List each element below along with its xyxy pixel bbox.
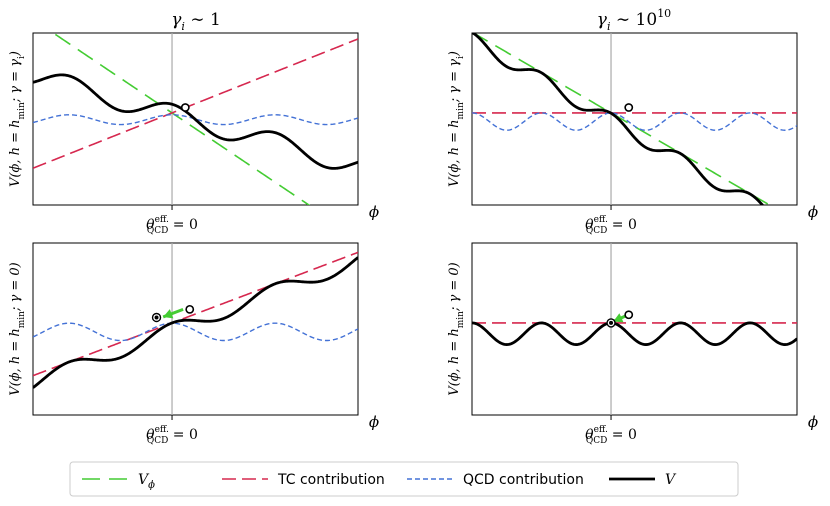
panel-bottom-left: V(ϕ, h = hmin; γ = 0) ϕ θeff. QCD = 0: [8, 242, 379, 446]
theta-tick-label: θeff. QCD = 0: [146, 215, 198, 236]
theta-tick-label: θeff. QCD = 0: [146, 425, 198, 446]
y-axis-label: V(ϕ, h = hmin; γ = γi): [447, 51, 466, 187]
legend-frame: [69, 461, 739, 497]
relaxation-arrow-head: [613, 313, 624, 323]
curve-v: [472, 33, 765, 205]
x-axis-label: ϕ: [369, 203, 379, 221]
legend-label-tc: TC contribution: [277, 472, 385, 488]
minimum-marker-dot: [609, 320, 614, 325]
curve-tc: [33, 38, 358, 169]
curve-qcd: [472, 112, 797, 131]
legend-entry-v: V: [609, 472, 677, 488]
x-axis-label: ϕ: [808, 203, 818, 221]
legend-label-vphi: Vϕ: [138, 472, 155, 491]
curve-qcd: [33, 114, 358, 126]
y-axis-label: V(ϕ, h = hmin; γ = 0): [447, 262, 466, 396]
theta-tick-label: θeff. QCD = 0: [585, 215, 637, 236]
relaxation-arrow-head: [163, 309, 174, 319]
initial-position-marker: [180, 103, 190, 112]
curve-vphi: [51, 33, 311, 205]
initial-position-marker: [624, 103, 634, 112]
x-axis-label: ϕ: [808, 413, 818, 431]
theta-tick-label: θeff. QCD = 0: [585, 425, 637, 446]
y-axis-label: V(ϕ, h = hmin; γ = 0): [8, 262, 27, 396]
initial-position-marker: [185, 304, 195, 314]
y-axis-label: V(ϕ, h = hmin; γ = γi): [8, 51, 27, 187]
column-title-right: γi ∼ 1010: [597, 7, 671, 33]
panel-top-left: V(ϕ, h = hmin; γ = γi) ϕ θeff. QCD = 0: [8, 32, 379, 236]
axes-frame: [471, 242, 798, 416]
panel-top-right: V(ϕ, h = hmin; γ = γi) ϕ θeff. QCD = 0: [447, 32, 818, 236]
panel-bottom-right: V(ϕ, h = hmin; γ = 0) ϕ θeff. QCD = 0: [447, 242, 818, 446]
curve-v: [33, 73, 358, 170]
axes-frame: [471, 32, 798, 206]
x-axis-label: ϕ: [369, 413, 379, 431]
curve-vphi: [472, 33, 772, 205]
curve-qcd: [33, 322, 358, 342]
curve-v: [33, 256, 358, 389]
minimum-marker-dot: [154, 315, 159, 320]
initial-position-marker: [624, 310, 634, 320]
curve-tc: [33, 251, 358, 377]
legend-entry-tc: TC contribution: [222, 472, 385, 488]
legend-entry-vphi: Vϕ: [82, 472, 155, 491]
curve-v: [472, 321, 797, 346]
column-title-left: γi ∼ 1: [171, 10, 221, 33]
legend-label-v: V: [665, 472, 677, 488]
legend: Vϕ TC contribution QCD contribution V: [69, 461, 739, 497]
legend-label-qcd: QCD contribution: [463, 472, 584, 488]
legend-entry-qcd: QCD contribution: [407, 472, 584, 488]
axes-frame: [32, 242, 359, 416]
